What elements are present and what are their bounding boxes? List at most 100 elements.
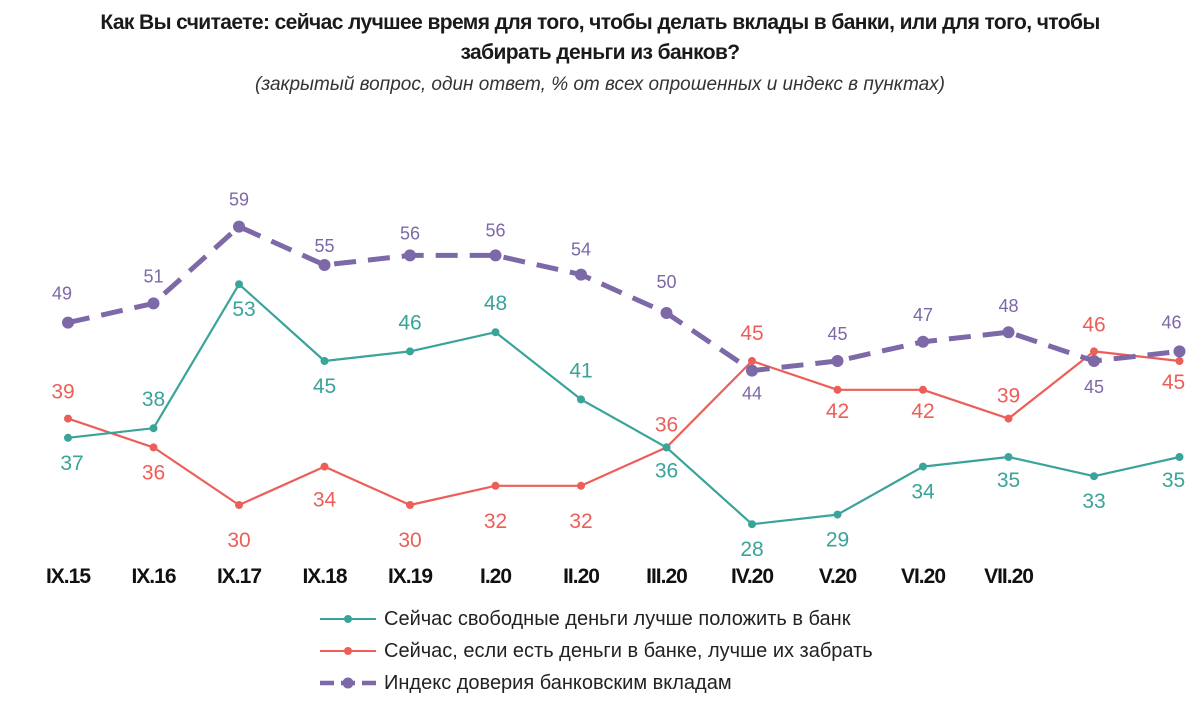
series-3-point (660, 307, 673, 319)
series-1: 37 38 53 45 46 48 41 36 28 29 34 35 33 35 (60, 280, 1185, 561)
series-3-point (404, 249, 416, 262)
x-tick-label: VI.20 (901, 565, 945, 588)
series-1-data-label: 45 (313, 375, 336, 398)
series-2-data-label: 32 (569, 510, 592, 533)
series-2-point (748, 357, 756, 365)
series-3-point (746, 364, 758, 377)
x-tick-label: V.20 (819, 565, 857, 588)
series-2-data-label: 42 (826, 400, 849, 423)
series-2-data-label: 30 (398, 529, 421, 552)
series-3-data-label: 47 (913, 305, 933, 325)
series-1-line (67, 283, 1180, 526)
series-2: 39 36 30 34 30 32 32 36 45 42 42 39 46 45 (51, 313, 1185, 552)
x-tick-label: IX.17 (217, 565, 261, 588)
series-2-point (320, 462, 329, 471)
series-1-data-label: 38 (142, 388, 165, 411)
series-3-data-label: 44 (742, 384, 762, 404)
series-3-data-label: 51 (143, 266, 163, 286)
legend-item-3: Индекс доверия банковским вкладам (318, 667, 873, 699)
chart-title-line-2: забирать деньги из банков? (460, 41, 740, 64)
series-2-line (67, 350, 1180, 507)
series-1-data-label: 28 (740, 538, 763, 561)
series-1-data-label: 46 (398, 311, 421, 334)
series-1-data-label: 35 (1162, 469, 1185, 492)
series-1-point (149, 424, 158, 433)
series-2-point (491, 481, 500, 490)
series-2-point (235, 501, 243, 509)
series-1-point (491, 328, 500, 337)
x-tick-label: IV.20 (731, 565, 773, 588)
legend-swatch (320, 615, 376, 623)
series-1-point (1175, 453, 1184, 461)
series-2-point (833, 385, 842, 394)
series-3-point (1088, 355, 1100, 367)
legend-label: Индекс доверия банковским вкладам (384, 671, 732, 694)
series-1-point (1004, 453, 1013, 461)
series-1-point (662, 443, 671, 452)
series-3-data-label: 48 (998, 296, 1018, 316)
series-3-point (233, 220, 245, 233)
legend-swatch (320, 647, 376, 655)
series-1-data-label: 48 (484, 292, 507, 315)
series-3-data-label: 55 (314, 236, 334, 256)
series-3-point (318, 259, 331, 271)
series-1-data-label: 37 (60, 452, 83, 475)
series-1-data-label: 34 (911, 481, 935, 504)
chart-title-line-1: Как Вы считаете: сейчас лучшее время для… (100, 11, 1100, 34)
series-1-data-label: 35 (997, 469, 1020, 492)
legend-label: Сейчас свободные деньги лучше положить в… (384, 607, 851, 630)
series-3: 49 51 59 55 56 56 54 50 44 45 47 48 45 46 (52, 190, 1186, 404)
series-1-data-label: 33 (1082, 490, 1105, 513)
series-2-data-label: 45 (740, 322, 763, 345)
series-3-data-label: 46 (1161, 312, 1181, 332)
series-2-data-label: 34 (313, 489, 337, 512)
series-3-point (831, 355, 844, 367)
chart-legend: Сейчас свободные деньги лучше положить в… (318, 603, 873, 699)
x-tick-label: IX.15 (46, 565, 91, 588)
chart-title: Как Вы считаете: сейчас лучшее время для… (0, 8, 1200, 68)
series-3-data-label: 45 (1084, 377, 1104, 397)
series-1-point (748, 520, 756, 529)
series-2-point (64, 414, 72, 423)
series-1-data-label: 29 (826, 529, 849, 552)
series-2-data-label: 46 (1082, 313, 1105, 336)
series-3-data-label: 56 (485, 220, 505, 240)
series-2-data-label: 36 (655, 413, 678, 436)
series-2-point (1004, 414, 1013, 423)
legend-label: Сейчас, если есть деньги в банке, лучше … (384, 639, 873, 662)
series-1-point (320, 357, 329, 365)
series-2-point (577, 481, 585, 490)
series-2-point (149, 443, 158, 452)
series-3-point (147, 297, 160, 310)
series-3-line (67, 224, 1180, 374)
series-3-data-label: 49 (52, 284, 72, 304)
series-3-point (575, 268, 587, 281)
series-3-data-label: 59 (229, 190, 249, 210)
chart-subtitle: (закрытый вопрос, один ответ, % от всех … (255, 74, 945, 95)
legend-item-1: Сейчас свободные деньги лучше положить в… (318, 603, 873, 635)
series-1-point (406, 347, 414, 356)
x-tick-label: VII.20 (984, 565, 1033, 588)
series-3-point (62, 316, 74, 329)
series-2-point (406, 501, 414, 509)
x-tick-label: IX.19 (388, 565, 432, 588)
x-tick-label: I.20 (480, 565, 511, 588)
x-tick-label: II.20 (563, 565, 599, 588)
series-1-point (833, 510, 842, 519)
series-2-data-label: 39 (997, 385, 1020, 408)
series-2-data-label: 36 (142, 461, 165, 484)
series-3-point (489, 249, 502, 262)
series-2-data-label: 30 (227, 529, 250, 552)
series-2-data-label: 45 (1162, 371, 1185, 394)
series-1-point (577, 395, 585, 404)
series-3-point (917, 335, 929, 348)
line-chart: 39 36 30 34 30 32 32 36 45 42 42 39 46 45 37 38 53 45 46 48… (46, 190, 1186, 588)
legend-item-2: Сейчас, если есть деньги в банке, лучше … (318, 635, 873, 667)
series-1-point (1090, 472, 1098, 481)
series-1-data-label: 41 (569, 359, 592, 382)
x-tick-label: IX.16 (131, 565, 175, 588)
series-2-point (1175, 357, 1184, 365)
series-3-data-label: 54 (571, 240, 591, 260)
series-3-data-label: 56 (400, 223, 420, 243)
series-1-point (919, 462, 927, 471)
